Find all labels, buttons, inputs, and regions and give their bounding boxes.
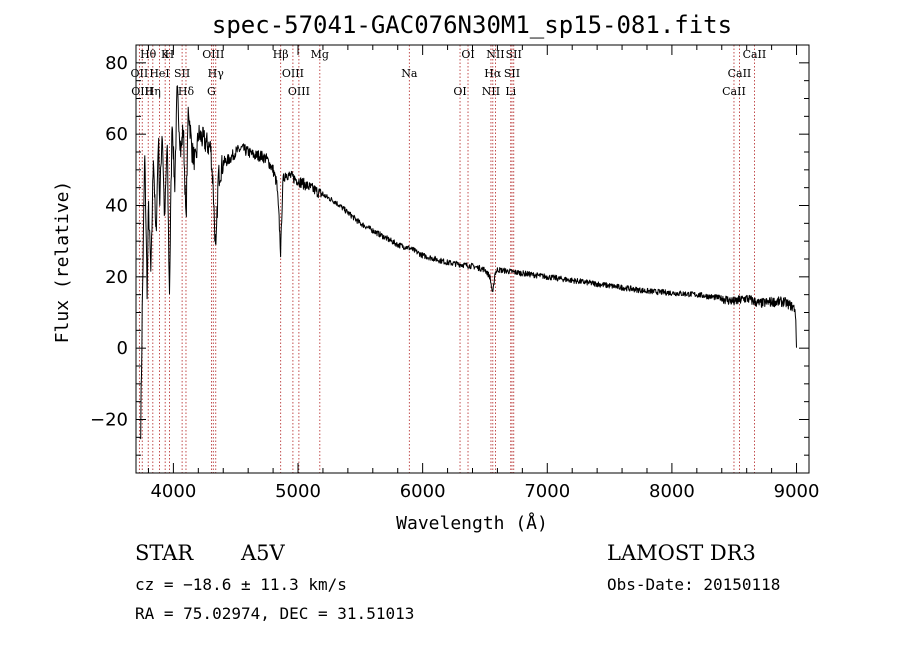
- line-label: OIII: [288, 85, 310, 98]
- line-label: Hθ: [140, 48, 157, 61]
- redshift-cz: cz = −18.6 ± 11.3 km/s: [135, 575, 347, 594]
- line-label: Hη: [145, 85, 161, 98]
- line-label: OII: [131, 67, 149, 80]
- object-class: STAR: [135, 541, 194, 565]
- line-label: NII: [482, 85, 500, 98]
- x-tick-label: 6000: [400, 481, 446, 502]
- line-label: SII: [506, 48, 522, 61]
- plot-frame: [135, 44, 810, 474]
- y-tick-label: 20: [105, 267, 128, 288]
- line-label: CaII: [722, 85, 746, 98]
- line-label: Li: [505, 85, 516, 98]
- spectral-line-markers: [138, 45, 755, 473]
- spectrum-series: [140, 85, 797, 440]
- line-label: OI: [461, 48, 474, 61]
- line-label: G: [207, 85, 216, 98]
- line-label: Hγ: [208, 67, 225, 80]
- line-label: K: [161, 48, 170, 61]
- line-label: CaII: [728, 67, 752, 80]
- line-label: Hβ: [273, 48, 289, 61]
- line-label: HeI: [149, 67, 169, 80]
- line-label: NII: [486, 48, 504, 61]
- line-label: OIII: [202, 48, 224, 61]
- x-tick-label: 9000: [774, 481, 820, 502]
- obs-date: Obs-Date: 20150118: [607, 575, 781, 594]
- line-label: Hα: [484, 67, 502, 80]
- line-label: OIII: [131, 85, 153, 98]
- coordinates: RA = 75.02974, DEC = 31.51013: [135, 604, 415, 623]
- x-tick-label: 5000: [275, 481, 321, 502]
- x-axis-label: Wavelength (Å): [396, 512, 548, 534]
- line-label: Mg: [311, 48, 329, 61]
- y-tick-label: 60: [105, 124, 128, 145]
- line-label: SII: [174, 67, 190, 80]
- chart-title: spec-57041-GAC076N30M1_sp15-081.fits: [212, 11, 732, 39]
- x-tick-label: 8000: [649, 481, 695, 502]
- line-label: SII: [504, 67, 520, 80]
- y-axis: −20 0 20 40 60 80: [90, 53, 809, 456]
- line-label: CaII: [743, 48, 767, 61]
- y-axis-label: Flux (relative): [52, 181, 73, 344]
- spectral-line-labels: Hθ OII OIII K HeI Hη H SII Hδ OIII Hγ G Hβ OIII OIII Mg…: [131, 48, 767, 98]
- line-label: Na: [401, 67, 418, 80]
- y-tick-label: 40: [105, 196, 128, 217]
- line-label: OIII: [282, 67, 304, 80]
- spectrum-chart: spec-57041-GAC076N30M1_sp15-081.fits Hθ O…: [52, 11, 820, 534]
- survey-name: LAMOST DR3: [607, 541, 756, 565]
- object-subclass: A5V: [241, 541, 285, 565]
- spectrum-line: [140, 85, 797, 440]
- x-tick-label: 7000: [524, 481, 570, 502]
- y-tick-label: 80: [105, 53, 128, 74]
- y-tick-label: −20: [90, 410, 128, 431]
- line-label: Hδ: [178, 85, 195, 98]
- x-axis: 4000 5000 6000 7000 8000 9000: [147, 45, 820, 502]
- y-tick-label: 0: [117, 338, 128, 359]
- line-label: OI: [453, 85, 466, 98]
- x-tick-label: 4000: [150, 481, 196, 502]
- line-label: H: [165, 48, 175, 61]
